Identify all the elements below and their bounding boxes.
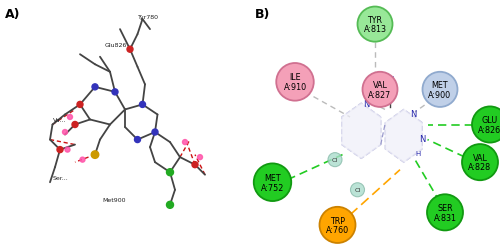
Text: Ser...: Ser... bbox=[52, 175, 68, 180]
Text: Glu826: Glu826 bbox=[105, 42, 128, 48]
Circle shape bbox=[77, 102, 83, 108]
Polygon shape bbox=[342, 104, 380, 159]
Circle shape bbox=[182, 140, 188, 145]
Circle shape bbox=[134, 137, 140, 143]
Circle shape bbox=[57, 147, 63, 153]
Text: N: N bbox=[420, 134, 426, 143]
Circle shape bbox=[358, 8, 392, 42]
Text: Va...: Va... bbox=[52, 118, 66, 122]
Text: MET
A:752: MET A:752 bbox=[261, 173, 284, 192]
Circle shape bbox=[350, 183, 364, 197]
Text: TYR
A:813: TYR A:813 bbox=[364, 16, 386, 34]
Text: A): A) bbox=[5, 8, 20, 20]
Circle shape bbox=[276, 64, 314, 101]
Circle shape bbox=[254, 164, 291, 201]
Text: Cl: Cl bbox=[332, 158, 338, 162]
Text: Tyr780: Tyr780 bbox=[138, 15, 158, 20]
Text: N: N bbox=[410, 109, 417, 118]
Circle shape bbox=[166, 169, 173, 176]
Circle shape bbox=[68, 115, 72, 120]
Circle shape bbox=[362, 72, 398, 108]
Circle shape bbox=[320, 207, 356, 243]
Polygon shape bbox=[386, 110, 422, 162]
Circle shape bbox=[152, 130, 158, 136]
Circle shape bbox=[422, 72, 458, 108]
Text: GLU
A:826: GLU A:826 bbox=[478, 116, 500, 134]
Circle shape bbox=[462, 144, 498, 180]
Text: MET
A:900: MET A:900 bbox=[428, 81, 452, 99]
Circle shape bbox=[127, 47, 133, 53]
Text: N: N bbox=[387, 76, 393, 85]
Circle shape bbox=[198, 155, 202, 160]
Circle shape bbox=[472, 107, 500, 143]
Text: SER
A:831: SER A:831 bbox=[434, 203, 456, 222]
Text: Met900: Met900 bbox=[102, 198, 126, 202]
Circle shape bbox=[62, 130, 68, 135]
Circle shape bbox=[140, 102, 145, 108]
Circle shape bbox=[427, 194, 463, 230]
Circle shape bbox=[91, 151, 99, 159]
Circle shape bbox=[65, 148, 70, 152]
Circle shape bbox=[72, 122, 78, 128]
Circle shape bbox=[192, 162, 198, 168]
Circle shape bbox=[92, 84, 98, 90]
Text: TRP
A:760: TRP A:760 bbox=[326, 216, 349, 234]
Text: VAL
A:828: VAL A:828 bbox=[468, 153, 491, 172]
Text: N: N bbox=[363, 99, 370, 108]
Text: ILE
A:910: ILE A:910 bbox=[284, 73, 306, 92]
Text: Cl: Cl bbox=[354, 188, 360, 192]
Circle shape bbox=[112, 90, 118, 96]
Text: VAL
A:827: VAL A:827 bbox=[368, 81, 392, 99]
Text: B): B) bbox=[255, 8, 270, 20]
Circle shape bbox=[80, 158, 85, 162]
Circle shape bbox=[166, 202, 173, 208]
Text: H: H bbox=[415, 151, 420, 157]
Circle shape bbox=[328, 153, 342, 167]
